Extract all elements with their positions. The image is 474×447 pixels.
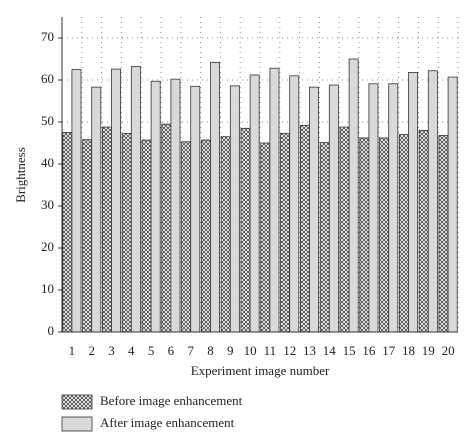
y-tick-label: 0 [48,323,55,338]
bar [229,85,240,333]
x-tick-label: 14 [323,343,337,358]
x-axis-label: Experiment image number [191,363,330,378]
bar [200,139,211,333]
bar [161,123,172,333]
bar [181,141,192,333]
x-tick-label: 7 [187,343,194,358]
x-tick-label: 11 [264,343,277,358]
x-tick-label: 5 [148,343,155,358]
x-tick-label: 19 [422,343,435,358]
bar [150,80,161,333]
bar [170,78,181,333]
legend-swatch [61,416,93,432]
legend-swatch [61,394,93,410]
y-tick-label: 10 [41,281,54,296]
y-tick-label: 50 [41,113,54,128]
bar [210,61,221,333]
bar [309,86,320,333]
bar [249,74,260,333]
bar [319,142,330,333]
x-tick-label: 20 [442,343,455,358]
x-tick-label: 10 [244,343,257,358]
x-tick-label: 12 [283,343,296,358]
bar [82,139,93,333]
bar [280,132,291,333]
x-tick-label: 3 [108,343,115,358]
x-tick-label: 8 [207,343,214,358]
bar [121,132,132,333]
bar [220,136,231,333]
bar [368,83,379,333]
bar [447,76,458,333]
bar [427,70,438,333]
bar [339,126,350,333]
bar [408,72,419,333]
x-tick-label: 1 [69,343,76,358]
y-tick-label: 60 [41,71,54,86]
bar [71,69,82,333]
bar [328,84,339,333]
bar [299,124,310,333]
x-tick-label: 17 [382,343,396,358]
bar [418,129,429,333]
bar [91,86,102,333]
y-tick-label: 30 [41,197,54,212]
bar [130,66,141,333]
bar [289,75,300,333]
bar [141,139,152,333]
bar [190,85,201,333]
bar [269,67,280,333]
bar [398,134,409,333]
x-tick-label: 16 [362,343,376,358]
bar [240,127,251,333]
x-tick-label: 2 [88,343,95,358]
x-tick-label: 6 [168,343,175,358]
legend-label: After image enhancement [100,415,235,430]
y-tick-label: 40 [41,155,54,170]
bar [101,126,112,333]
legend-label: Before image enhancement [100,393,243,408]
x-tick-label: 9 [227,343,234,358]
y-tick-label: 70 [41,29,54,44]
bar [379,137,390,333]
bar [62,132,73,333]
x-tick-label: 13 [303,343,316,358]
y-axis-label: Brightness [13,147,28,203]
bar [388,83,399,333]
bar [359,137,370,333]
bar [260,142,271,333]
bar [438,135,449,333]
bar [111,68,122,333]
x-tick-label: 15 [343,343,356,358]
x-tick-label: 4 [128,343,135,358]
bar [348,58,359,333]
x-tick-label: 18 [402,343,415,358]
y-tick-label: 20 [41,239,54,254]
